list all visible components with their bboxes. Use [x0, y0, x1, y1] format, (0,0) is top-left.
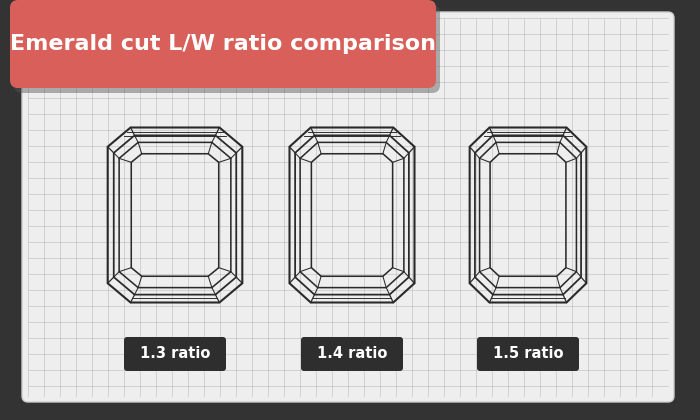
- FancyBboxPatch shape: [477, 337, 579, 371]
- Text: 1.4 ratio: 1.4 ratio: [317, 346, 387, 362]
- Text: 1.5 ratio: 1.5 ratio: [493, 346, 564, 362]
- FancyBboxPatch shape: [124, 337, 226, 371]
- FancyBboxPatch shape: [14, 5, 440, 93]
- Text: 1.3 ratio: 1.3 ratio: [140, 346, 210, 362]
- FancyBboxPatch shape: [10, 0, 436, 88]
- Text: Emerald cut L/W ratio comparison: Emerald cut L/W ratio comparison: [10, 34, 436, 54]
- FancyBboxPatch shape: [22, 12, 674, 402]
- FancyBboxPatch shape: [301, 337, 403, 371]
